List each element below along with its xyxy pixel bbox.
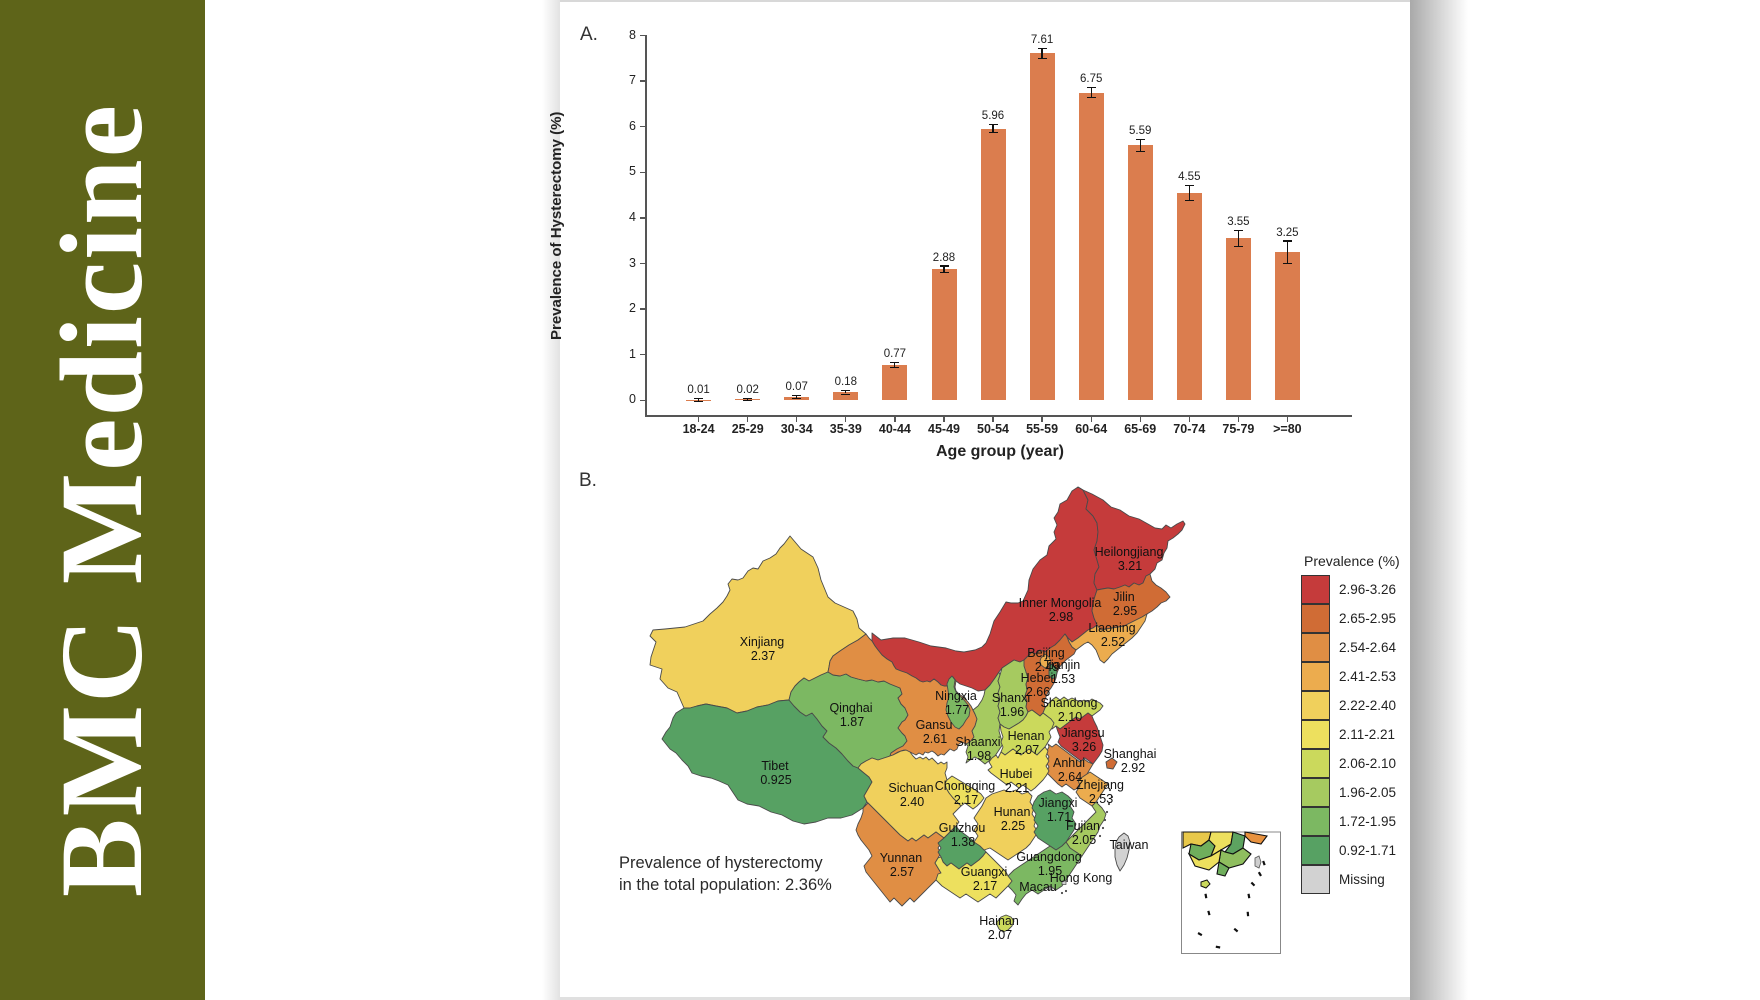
- svg-text:Hunan: Hunan: [994, 805, 1031, 819]
- svg-text:2.95: 2.95: [1113, 604, 1137, 618]
- svg-text:Ningxia: Ningxia: [935, 689, 977, 703]
- svg-text:2.10: 2.10: [1058, 710, 1082, 724]
- svg-text:2.61: 2.61: [923, 732, 947, 746]
- svg-text:Guangxi: Guangxi: [961, 865, 1008, 879]
- svg-text:Shaanxi: Shaanxi: [955, 735, 1000, 749]
- svg-text:Xinjiang: Xinjiang: [740, 635, 785, 649]
- svg-text:Macau: Macau: [1019, 880, 1057, 894]
- svg-text:1.38: 1.38: [951, 835, 975, 849]
- svg-text:Guizhou: Guizhou: [939, 821, 986, 835]
- svg-text:3.21: 3.21: [1118, 559, 1142, 573]
- svg-text:2.05: 2.05: [1072, 833, 1096, 847]
- svg-text:Yunnan: Yunnan: [880, 851, 922, 865]
- svg-text:2.64: 2.64: [1058, 770, 1082, 784]
- svg-text:2.53: 2.53: [1089, 792, 1113, 806]
- svg-text:Jilin: Jilin: [1113, 590, 1135, 604]
- svg-text:2.25: 2.25: [1001, 819, 1025, 833]
- svg-text:2.66: 2.66: [1026, 685, 1050, 699]
- svg-text:Anhui: Anhui: [1053, 756, 1085, 770]
- svg-text:2.17: 2.17: [954, 793, 978, 807]
- svg-text:1.87: 1.87: [840, 715, 864, 729]
- svg-text:1.71: 1.71: [1047, 810, 1071, 824]
- svg-text:Jiangsu: Jiangsu: [1061, 726, 1104, 740]
- svg-text:Fujian: Fujian: [1066, 819, 1100, 833]
- svg-text:Shanxi: Shanxi: [992, 691, 1030, 705]
- svg-text:1.77: 1.77: [945, 703, 969, 717]
- svg-text:1.98: 1.98: [967, 749, 991, 763]
- svg-text:Chongqing: Chongqing: [935, 779, 996, 793]
- svg-text:Zhejiang: Zhejiang: [1076, 778, 1124, 792]
- svg-text:Jiangxi: Jiangxi: [1039, 796, 1078, 810]
- svg-text:Beijing: Beijing: [1027, 646, 1065, 660]
- svg-text:2.52: 2.52: [1101, 635, 1125, 649]
- svg-text:2.07: 2.07: [1015, 743, 1039, 757]
- svg-text:1.95: 1.95: [1038, 864, 1062, 878]
- svg-text:2.17: 2.17: [973, 879, 997, 893]
- svg-text:Shanghai: Shanghai: [1104, 747, 1157, 761]
- svg-text:2.98: 2.98: [1049, 610, 1073, 624]
- svg-text:Inner Mongolia: Inner Mongolia: [1019, 596, 1102, 610]
- svg-text:Henan: Henan: [1008, 729, 1045, 743]
- svg-text:Taiwan: Taiwan: [1110, 838, 1149, 852]
- svg-text:Tianjin: Tianjin: [1044, 658, 1080, 672]
- svg-text:2.92: 2.92: [1121, 761, 1145, 775]
- svg-text:Hebei: Hebei: [1021, 671, 1054, 685]
- svg-text:Hubei: Hubei: [1000, 767, 1033, 781]
- svg-text:Liaoning: Liaoning: [1088, 621, 1135, 635]
- svg-text:3.26: 3.26: [1072, 740, 1096, 754]
- svg-text:1.96: 1.96: [1000, 705, 1024, 719]
- svg-text:Hong Kong: Hong Kong: [1050, 871, 1113, 885]
- svg-text:Heilongjiang: Heilongjiang: [1095, 545, 1164, 559]
- svg-text:Tibet: Tibet: [761, 759, 789, 773]
- svg-text:2.07: 2.07: [988, 928, 1012, 942]
- svg-text:2.57: 2.57: [890, 865, 914, 879]
- svg-text:2.21: 2.21: [1005, 781, 1029, 795]
- svg-text:Qinghai: Qinghai: [829, 701, 872, 715]
- svg-text:Sichuan: Sichuan: [888, 781, 933, 795]
- svg-text:Guangdong: Guangdong: [1016, 850, 1081, 864]
- svg-text:1.53: 1.53: [1051, 672, 1075, 686]
- svg-text:2.49: 2.49: [1035, 660, 1059, 674]
- svg-text:Hainan: Hainan: [979, 914, 1019, 928]
- svg-text:Shandong: Shandong: [1040, 696, 1097, 710]
- svg-text:2.37: 2.37: [751, 649, 775, 663]
- svg-text:2.40: 2.40: [900, 795, 924, 809]
- svg-text:0.925: 0.925: [760, 773, 791, 787]
- svg-text:Gansu: Gansu: [916, 718, 953, 732]
